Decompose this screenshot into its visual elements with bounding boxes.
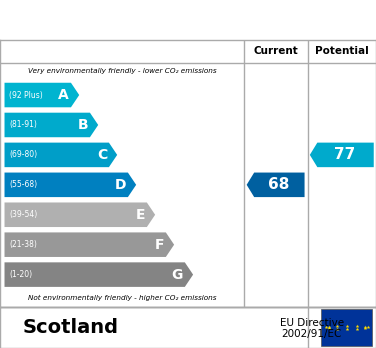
Text: (69-80): (69-80) [9,150,37,159]
Text: D: D [115,178,126,192]
Text: (1-20): (1-20) [9,270,32,279]
Text: Not environmentally friendly - higher CO₂ emissions: Not environmentally friendly - higher CO… [27,295,216,301]
Polygon shape [5,83,79,107]
Text: F: F [155,238,164,252]
Polygon shape [247,173,305,197]
Polygon shape [5,203,155,227]
Text: 77: 77 [334,148,355,163]
Polygon shape [5,232,174,257]
Bar [321,309,372,346]
Text: EU Directive: EU Directive [280,317,344,327]
Text: A: A [58,88,69,102]
Text: 68: 68 [268,177,289,192]
Text: 2002/91/EC: 2002/91/EC [282,329,342,339]
Polygon shape [5,262,193,287]
Polygon shape [5,143,117,167]
Text: G: G [171,268,183,282]
Text: Very environmentally friendly - lower CO₂ emissions: Very environmentally friendly - lower CO… [27,68,216,74]
Text: Potential: Potential [315,46,368,56]
Text: (92 Plus): (92 Plus) [9,90,43,100]
Text: (55-68): (55-68) [9,180,37,189]
Text: E: E [135,208,145,222]
Text: Scotland: Scotland [23,318,118,337]
Text: C: C [97,148,107,162]
Text: (21-38): (21-38) [9,240,37,249]
Text: Environmental Impact (CO₂) Rating: Environmental Impact (CO₂) Rating [30,13,346,27]
Text: (39-54): (39-54) [9,210,37,219]
Polygon shape [5,113,98,137]
Polygon shape [310,143,374,167]
Text: (81-91): (81-91) [9,120,37,129]
Text: Current: Current [253,46,298,56]
Polygon shape [5,173,136,197]
Text: B: B [77,118,88,132]
